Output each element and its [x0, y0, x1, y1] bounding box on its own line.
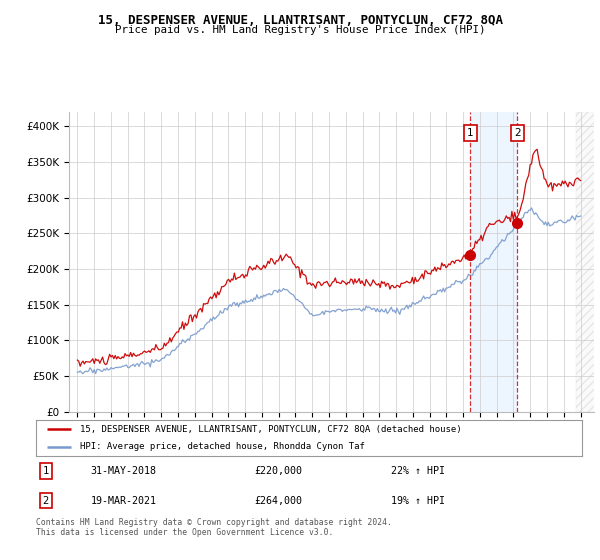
- Bar: [470, 112, 517, 412]
- Text: 2: 2: [514, 128, 520, 138]
- Text: HPI: Average price, detached house, Rhondda Cynon Taf: HPI: Average price, detached house, Rhon…: [80, 442, 365, 451]
- Text: 2: 2: [43, 496, 49, 506]
- Text: Price paid vs. HM Land Registry's House Price Index (HPI): Price paid vs. HM Land Registry's House …: [115, 25, 485, 35]
- Text: 1: 1: [43, 466, 49, 476]
- Text: 19% ↑ HPI: 19% ↑ HPI: [391, 496, 445, 506]
- Text: 1: 1: [467, 128, 473, 138]
- Text: 31-MAY-2018: 31-MAY-2018: [91, 466, 157, 476]
- Text: £220,000: £220,000: [254, 466, 302, 476]
- Text: 22% ↑ HPI: 22% ↑ HPI: [391, 466, 445, 476]
- Text: 19-MAR-2021: 19-MAR-2021: [91, 496, 157, 506]
- Text: £264,000: £264,000: [254, 496, 302, 506]
- Text: Contains HM Land Registry data © Crown copyright and database right 2024.
This d: Contains HM Land Registry data © Crown c…: [36, 518, 392, 538]
- Text: 15, DESPENSER AVENUE, LLANTRISANT, PONTYCLUN, CF72 8QA: 15, DESPENSER AVENUE, LLANTRISANT, PONTY…: [97, 14, 503, 27]
- Text: 15, DESPENSER AVENUE, LLANTRISANT, PONTYCLUN, CF72 8QA (detached house): 15, DESPENSER AVENUE, LLANTRISANT, PONTY…: [80, 425, 461, 434]
- Bar: [577, 112, 600, 412]
